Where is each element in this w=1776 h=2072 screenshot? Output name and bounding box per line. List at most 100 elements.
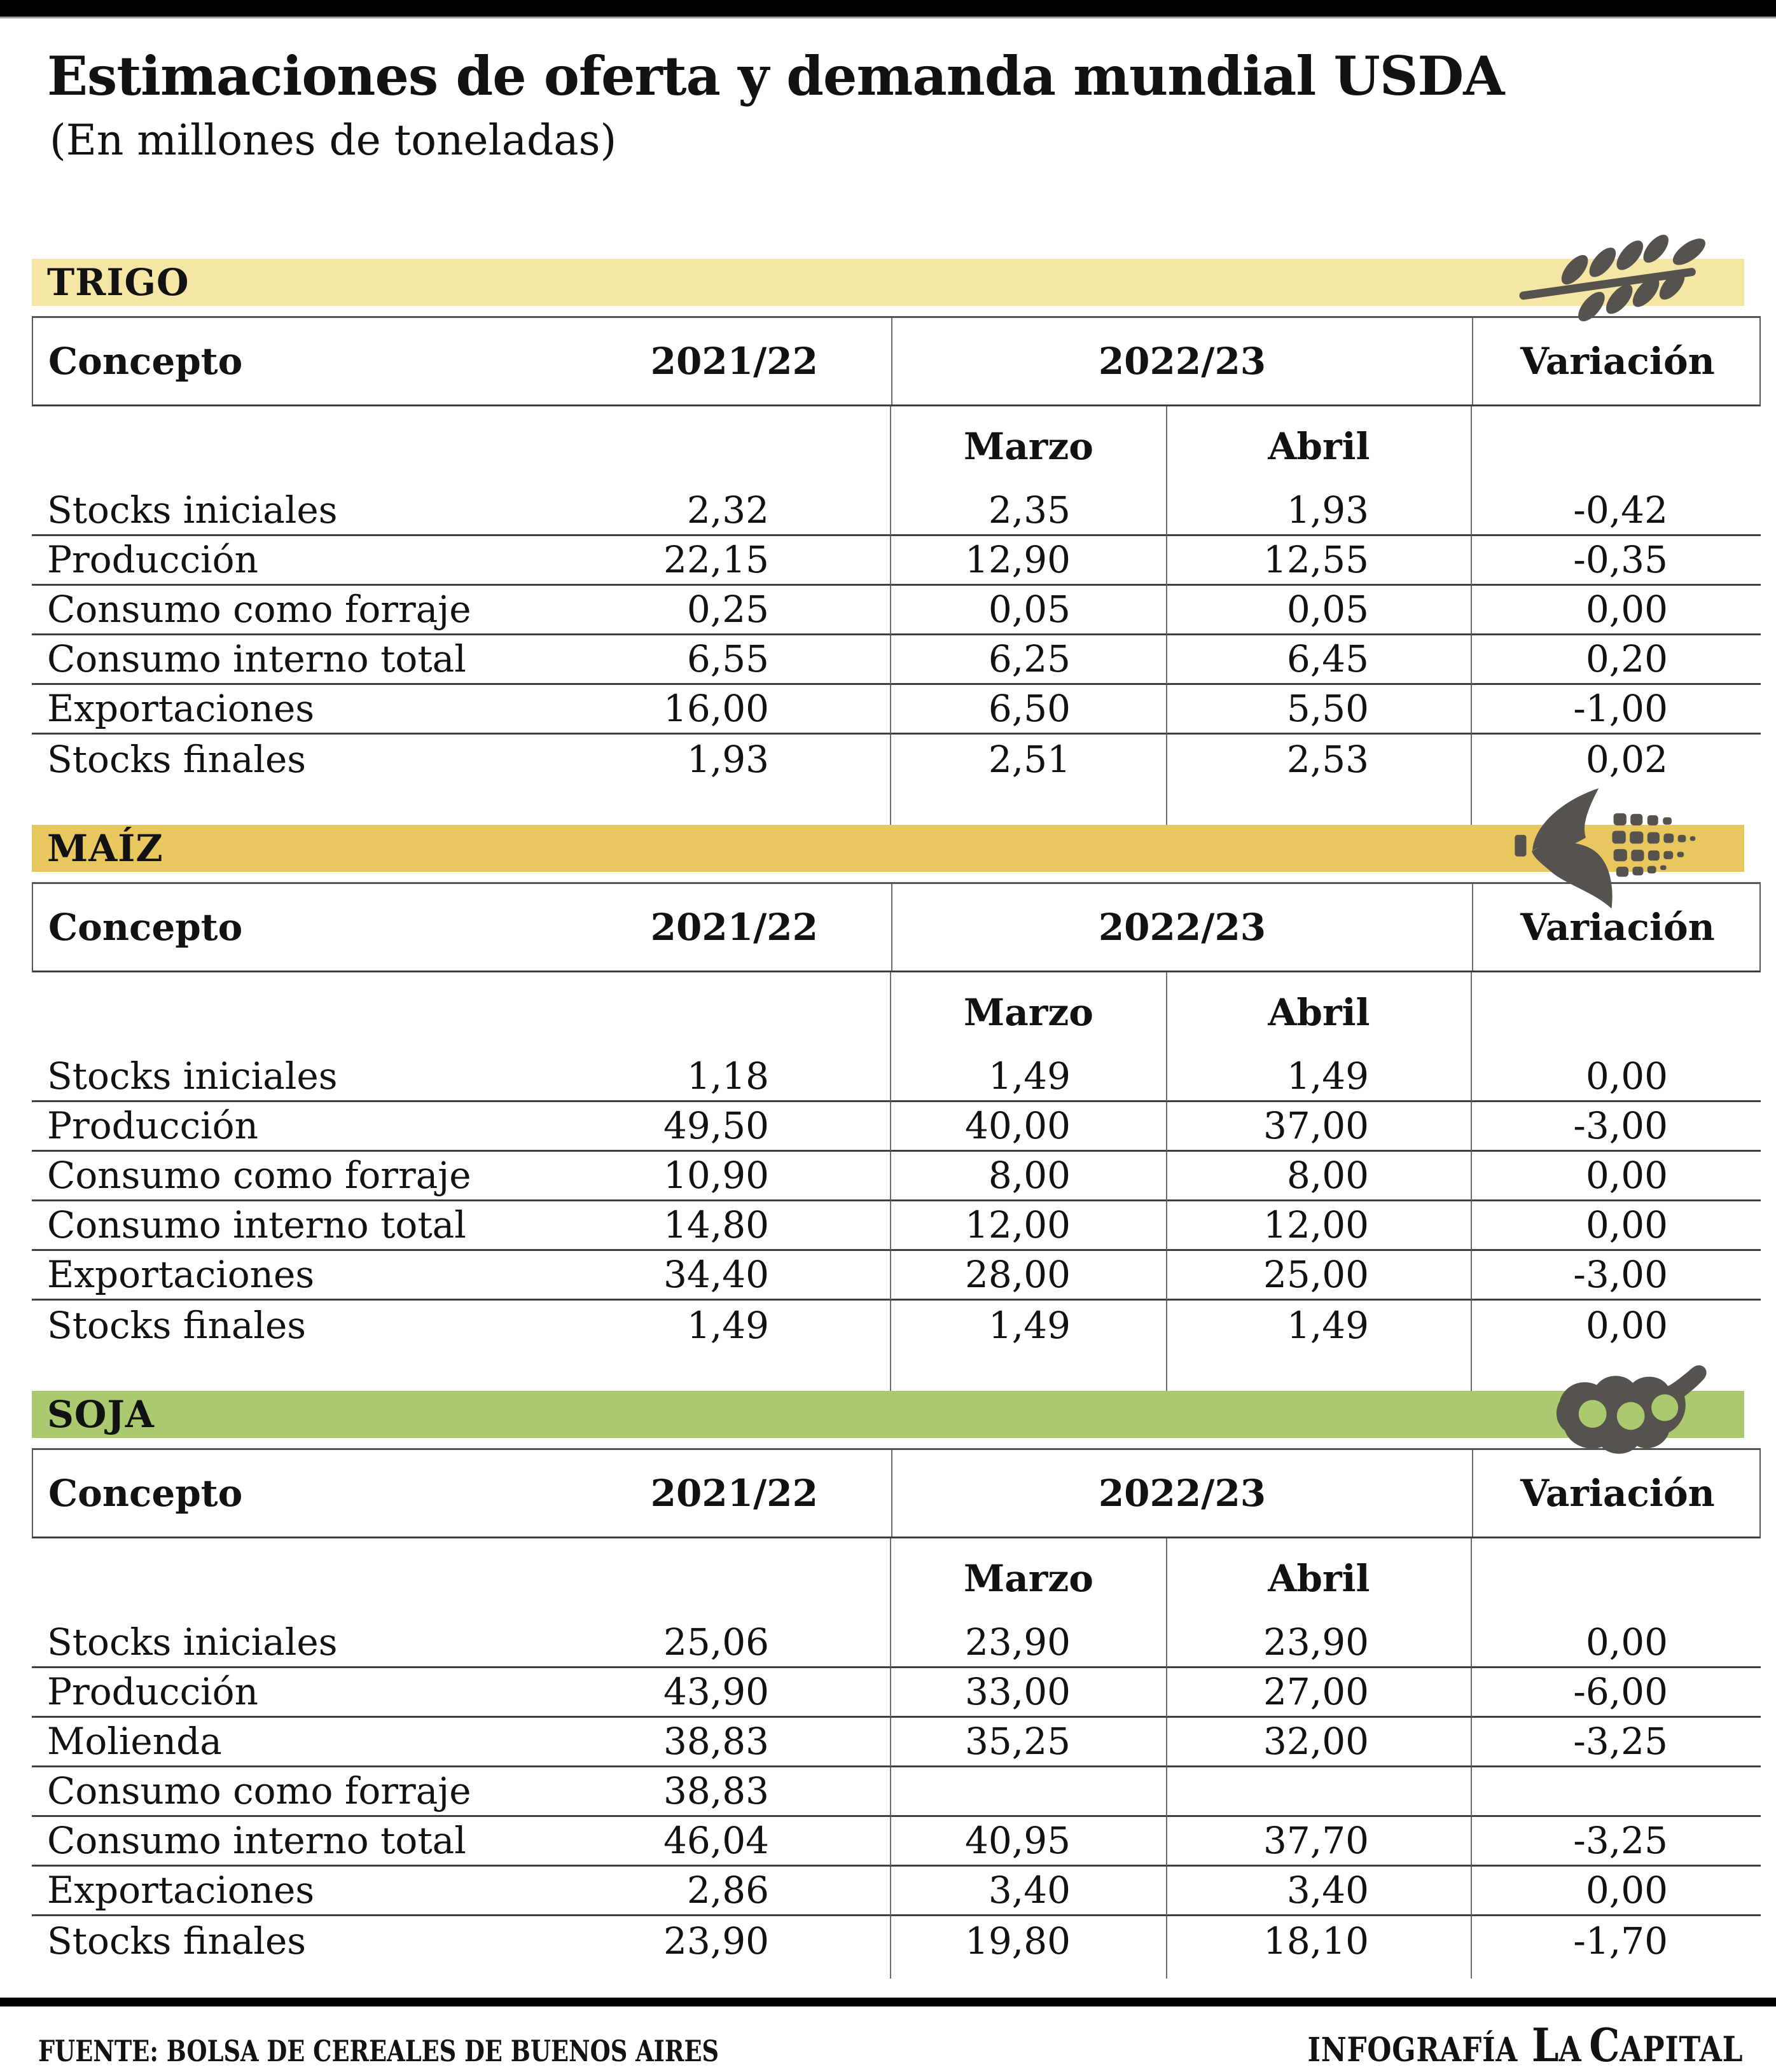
table-row-concept-cell: Producción 22,15 (32, 535, 891, 586)
section-label: SOJA (47, 1392, 155, 1436)
value-marzo: 23,90 (891, 1618, 1167, 1668)
brand-letter: C (1588, 2017, 1620, 2072)
subheader-marzo: Marzo (891, 1538, 1167, 1619)
table-body: Marzo Abril Stocks iniciales 25,06 23,90 23… (32, 1538, 1761, 1979)
value-abril: 27,00 (1167, 1668, 1472, 1718)
row-concept-label: Consumo interno total (47, 1819, 466, 1863)
value-variacion: -3,00 (1472, 1102, 1761, 1152)
source-credit: FUENTE: BOLSA DE CEREALES DE BUENOS AIRE… (38, 2033, 719, 2068)
value-abril: 32,00 (1167, 1717, 1472, 1767)
value-variacion: 0,00 (1472, 586, 1761, 635)
table-tail-cell (891, 1965, 1167, 1979)
brand-letter: A (1558, 2028, 1582, 2069)
value-abril: 12,55 (1167, 535, 1472, 586)
row-concept-label: Stocks finales (47, 1303, 307, 1347)
value-marzo (891, 1767, 1167, 1817)
value-marzo: 35,25 (891, 1717, 1167, 1767)
table-row-concept-cell: Stocks iniciales 25,06 (32, 1618, 891, 1668)
value-marzo: 3,40 (891, 1866, 1167, 1916)
value-abril: 8,00 (1167, 1151, 1472, 1201)
row-concept-label: Producción (47, 1104, 258, 1148)
sections: TRIGO Concepto 2021/22 2022/23 (0, 234, 1776, 1979)
value-variacion: 0,00 (1472, 1619, 1761, 1668)
value-2021-22: 43,90 (663, 1670, 769, 1714)
col-header-marzo: Marzo (964, 990, 1093, 1034)
table-tail-cell (891, 1350, 1167, 1391)
commodity-section: SOJA Concepto 2021/22 2022/23 Variación (0, 1365, 1776, 1979)
row-concept-label: Stocks iniciales (47, 1054, 338, 1098)
table-row-concept-cell: Stocks finales 1,49 (32, 1300, 891, 1350)
value-2021-22: 38,83 (663, 1720, 769, 1764)
col-header-variacion: Variación (1520, 339, 1715, 383)
value-2021-22: 25,06 (663, 1620, 769, 1664)
value-variacion: -3,00 (1472, 1251, 1761, 1301)
table-header-row: Concepto 2021/22 2022/23 Variación (32, 315, 1761, 406)
value-variacion: 0,00 (1472, 1201, 1761, 1251)
row-concept-label: Consumo como forraje (47, 588, 471, 632)
subheader-spacer-right (1472, 406, 1761, 487)
corn-icon (1515, 788, 1696, 909)
subheader-marzo: Marzo (891, 406, 1167, 487)
col-header-abril: Abril (1268, 1556, 1370, 1600)
value-variacion: -1,70 (1573, 1919, 1668, 1963)
value-variacion: -1,00 (1472, 685, 1761, 735)
value-marzo: 8,00 (891, 1151, 1167, 1201)
value-marzo: 2,35 (891, 486, 1167, 536)
value-abril: 2,53 (1167, 734, 1472, 784)
table-row-concept-cell: Molienda 38,83 (32, 1717, 891, 1767)
value-2021-22: 2,86 (686, 1868, 769, 1912)
value-variacion: 0,00 (1472, 1053, 1761, 1102)
col-header-2022-23: 2022/23 (1098, 339, 1266, 383)
row-concept-label: Exportaciones (47, 687, 315, 731)
data-table: Concepto 2021/22 2022/23 Variación Marzo… (32, 881, 1762, 1391)
table-body: Marzo Abril Stocks iniciales 2,32 2,35 1,93… (32, 406, 1761, 825)
value-2021-22: 22,15 (663, 538, 769, 582)
value-abril: 12,00 (1167, 1201, 1472, 1251)
row-concept-label: Stocks finales (47, 737, 307, 781)
value-2021-22: 1,18 (686, 1054, 769, 1098)
subheader-spacer-left (32, 1538, 891, 1619)
table-row-concept-cell: Producción 49,50 (32, 1102, 891, 1152)
value-abril: 1,49 (1167, 1052, 1472, 1102)
header-cell-2022-23: 2022/23 (892, 883, 1473, 970)
header-cell-2022-23: 2022/23 (892, 1449, 1473, 1537)
value-marzo: 19,80 (891, 1916, 1167, 1966)
row-concept-label: Consumo interno total (47, 637, 466, 681)
table-row-concept-cell: Stocks iniciales 1,18 (32, 1052, 891, 1102)
page-header: Estimaciones de oferta y demanda mundial… (47, 47, 1776, 164)
row-concept-label: Producción (47, 538, 258, 582)
value-abril: 1,93 (1167, 486, 1472, 536)
value-variacion: 0,00 (1472, 1867, 1761, 1916)
value-marzo: 28,00 (891, 1250, 1167, 1301)
value-abril: 23,90 (1167, 1618, 1472, 1668)
value-marzo: 1,49 (891, 1052, 1167, 1102)
table-tail-cell (32, 1350, 891, 1391)
commodity-section: MAÍZ (0, 788, 1776, 1391)
table-tail-cell (1167, 1350, 1472, 1391)
header-cell-variacion: Variación (1473, 884, 1762, 970)
row-concept-label: Stocks finales (47, 1919, 307, 1963)
table-row-concept-cell: Consumo como forraje 38,83 (32, 1767, 891, 1817)
col-header-variacion: Variación (1520, 1471, 1715, 1515)
header-cell-concepto-2021-22: Concepto 2021/22 (33, 317, 892, 404)
value-2021-22: 6,55 (686, 637, 769, 681)
col-header-abril: Abril (1268, 424, 1370, 468)
commodity-section: TRIGO Concepto 2021/22 2022/23 (0, 234, 1776, 825)
value-2021-22: 0,25 (686, 588, 769, 632)
col-header-2022-23: 2022/23 (1098, 905, 1266, 949)
table-header-row: Concepto 2021/22 2022/23 Variación (32, 881, 1762, 972)
table-row-concept-cell: Consumo interno total 46,04 (32, 1816, 891, 1867)
subheader-abril: Abril (1167, 406, 1472, 487)
header-cell-variacion: Variación (1473, 1450, 1762, 1537)
table-row-concept-cell: Stocks finales 23,90 (32, 1916, 891, 1966)
value-variacion: -3,25 (1472, 1817, 1761, 1867)
table-row-concept-cell: Stocks finales 1,93 (32, 734, 891, 784)
col-header-2021-22: 2021/22 (650, 339, 818, 383)
value-marzo: 40,00 (891, 1102, 1167, 1152)
value-variacion: 0,20 (1472, 635, 1761, 685)
value-abril (1167, 1767, 1472, 1817)
table-row-concept-cell: Exportaciones 16,00 (32, 684, 891, 735)
value-abril: 6,45 (1167, 635, 1472, 685)
value-marzo: 12,90 (891, 535, 1167, 586)
col-header-concepto: Concepto (48, 1471, 243, 1515)
